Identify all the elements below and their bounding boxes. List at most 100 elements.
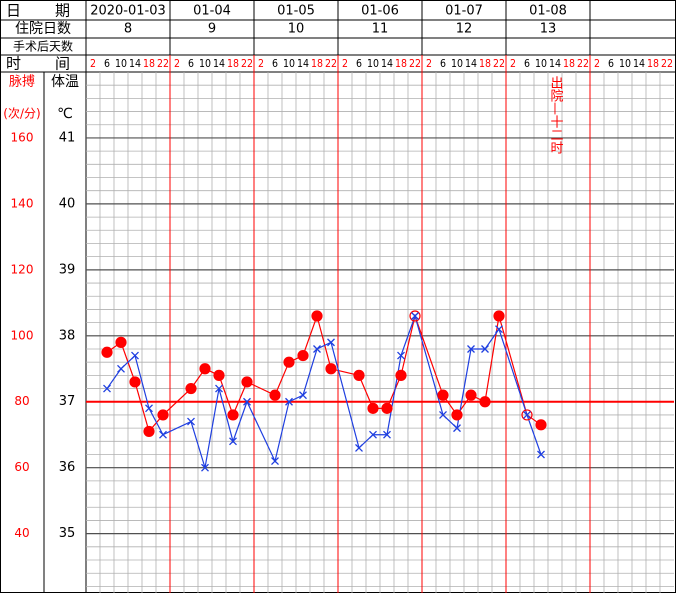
time-label: 22 [493, 57, 505, 70]
y-tick-label: 38 [59, 328, 76, 343]
temp-point [215, 384, 223, 393]
temp-point [187, 417, 195, 426]
time-label: 2 [426, 57, 432, 70]
y2-tick-label: 160 [11, 130, 34, 144]
time-label: 6 [608, 57, 614, 70]
time-label: 6 [272, 57, 278, 70]
y2-tick-label: 120 [11, 262, 34, 276]
pulse-point [269, 389, 281, 401]
y-tick-label: 36 [59, 460, 76, 475]
temp-point [495, 325, 503, 334]
time-label: 10 [283, 57, 295, 70]
pulse-point [353, 369, 365, 381]
pulse-point [395, 369, 407, 381]
time-label: 22 [325, 57, 337, 70]
pulse-point [227, 409, 239, 421]
plot [101, 310, 547, 472]
temp-point [271, 457, 279, 466]
time-label: 10 [199, 57, 211, 70]
time-label: 18 [563, 57, 575, 70]
time-label: 22 [157, 57, 169, 70]
temp-point [411, 312, 419, 320]
temp-point [229, 437, 237, 446]
time-label: 6 [356, 57, 362, 70]
annotation: 出院—十二时 [548, 76, 564, 154]
row-label: 住院日数 [15, 21, 71, 37]
time-label: 18 [311, 57, 323, 70]
temp-point [159, 430, 167, 439]
temp-point [523, 410, 531, 419]
time-label: 10 [619, 57, 631, 70]
time-label: 18 [143, 57, 155, 70]
temp-point [131, 351, 139, 360]
y2-tick-label: 60 [14, 460, 29, 474]
pulse-point [493, 310, 505, 322]
temp-point [201, 463, 209, 472]
time-label: 10 [535, 57, 547, 70]
pulse-point [311, 310, 323, 322]
pulse-point [465, 389, 477, 401]
time-label: 14 [465, 57, 477, 70]
pulse-point [367, 402, 379, 414]
temp-point [299, 391, 307, 400]
time-label: 10 [115, 57, 127, 70]
time-label: 18 [227, 57, 239, 70]
pulse-point [143, 425, 155, 438]
time-label: 6 [524, 57, 530, 70]
y-tick-label: 35 [59, 526, 76, 541]
temp-point [145, 404, 153, 413]
temp-unit: ℃ [57, 106, 73, 122]
pulse-point [129, 376, 141, 388]
pulse-point [213, 369, 225, 381]
time-label: 22 [409, 57, 421, 70]
temp-point [243, 397, 251, 406]
pulse-label: 脉搏 [9, 74, 35, 90]
hospital-day: 11 [372, 22, 389, 37]
pulse-point [479, 396, 491, 408]
y-tick-label: 40 [59, 196, 76, 211]
date-label: 01-05 [277, 4, 315, 19]
temp-point [397, 351, 405, 360]
pulse-point [451, 409, 463, 421]
y2-tick-label: 80 [14, 394, 29, 408]
pulse-unit: (次/分) [3, 107, 40, 121]
time-label: 14 [129, 57, 141, 70]
y2-tick-label: 140 [11, 196, 34, 210]
y-tick-label: 37 [59, 394, 76, 409]
date-label: 2020-01-03 [90, 4, 166, 19]
temp-label: 体温 [51, 74, 79, 90]
date-label: 01-08 [529, 4, 567, 19]
time-label: 22 [661, 57, 673, 70]
time-label: 10 [367, 57, 379, 70]
pulse-point [521, 409, 533, 421]
pulse-point [437, 389, 449, 401]
temp-point [313, 345, 321, 353]
pulse-point [409, 310, 421, 322]
hospital-day: 10 [288, 22, 305, 37]
temp-point [327, 338, 335, 347]
temp-point [439, 410, 447, 419]
temp-point [453, 424, 461, 433]
hospital-day: 13 [540, 22, 557, 37]
date-label: 01-04 [193, 4, 231, 19]
date-label: 01-06 [361, 4, 399, 19]
pulse-point [381, 402, 393, 414]
labels: 日期 住院日数 手术后天数 时间 脉搏 体温 (次/分) ℃ 414039383… [3, 2, 673, 542]
y-tick-label: 41 [59, 130, 76, 145]
pulse-point [325, 363, 337, 375]
pulse-point [297, 349, 309, 362]
time-label: 18 [479, 57, 491, 70]
time-label: 14 [381, 57, 393, 70]
y-tick-label: 39 [59, 262, 76, 277]
time-label: 18 [395, 57, 407, 70]
time-label: 6 [104, 57, 110, 70]
pulse-point [535, 419, 547, 431]
y2-tick-label: 40 [14, 526, 29, 540]
pulse-point [115, 336, 127, 348]
temp-point [467, 345, 475, 353]
temp-point [117, 364, 125, 373]
temp-point [369, 430, 377, 439]
time-label: 14 [633, 57, 645, 70]
temp-point [537, 450, 545, 459]
